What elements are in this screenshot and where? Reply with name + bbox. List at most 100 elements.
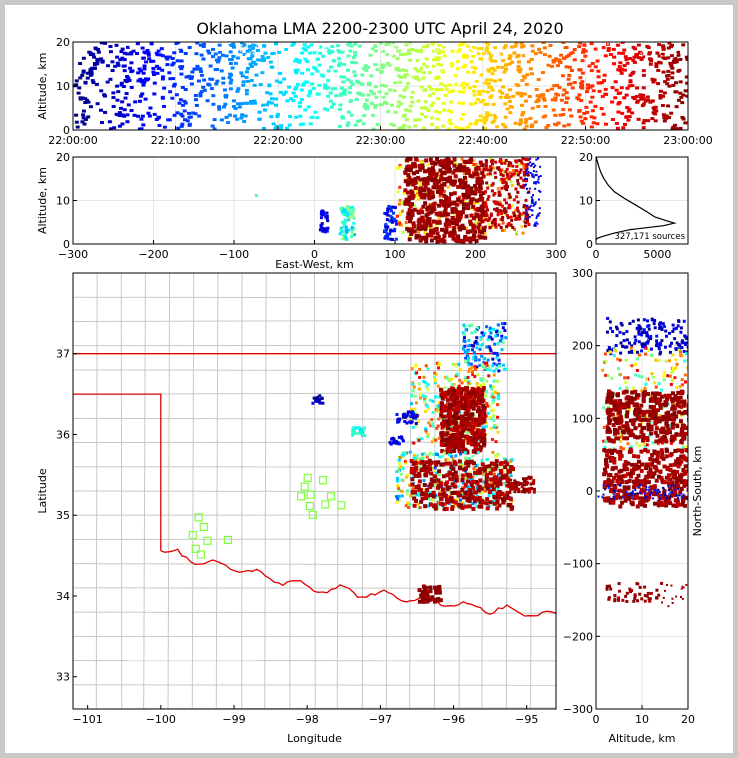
source-point (427, 221, 432, 226)
source-point (572, 81, 577, 85)
source-point (479, 383, 483, 387)
source-point (457, 465, 462, 470)
source-point (422, 375, 426, 379)
source-point (525, 178, 528, 181)
source-point (459, 391, 464, 396)
source-point (475, 433, 480, 438)
source-point (171, 61, 176, 65)
source-point (421, 488, 425, 492)
source-point (389, 122, 394, 126)
source-point (433, 225, 437, 229)
source-point (416, 420, 420, 424)
source-point (405, 492, 409, 496)
source-point (383, 84, 388, 88)
source-point (341, 210, 345, 214)
source-point (429, 104, 434, 108)
source-point (347, 208, 351, 212)
source-point (504, 336, 508, 340)
source-point (530, 106, 535, 110)
source-point (414, 157, 419, 162)
source-point (244, 70, 249, 74)
source-point (491, 162, 495, 166)
gap-mark (186, 42, 189, 44)
source-point (496, 323, 500, 327)
source-point (623, 55, 628, 59)
source-point (294, 57, 299, 61)
source-point (479, 204, 484, 209)
source-point (464, 195, 469, 200)
source-point (634, 53, 639, 57)
source-point (654, 385, 658, 389)
source-point (680, 346, 684, 350)
gap-mark (570, 48, 573, 50)
source-point (458, 378, 462, 382)
source-point (396, 497, 400, 501)
source-point (330, 45, 335, 49)
source-point (530, 123, 535, 127)
source-point (452, 460, 457, 465)
source-point (681, 403, 686, 408)
gap-mark (195, 49, 198, 51)
source-point (630, 111, 635, 115)
source-point (391, 54, 396, 58)
source-point (681, 445, 685, 449)
source-point (535, 94, 540, 98)
source-point (606, 47, 611, 51)
source-point (614, 88, 619, 92)
source-point (664, 329, 668, 333)
source-point (406, 180, 411, 185)
source-point (508, 497, 513, 502)
source-point (650, 391, 655, 396)
source-point (629, 346, 633, 350)
source-point (118, 111, 123, 115)
source-point (435, 485, 440, 490)
source-point (247, 48, 252, 52)
source-point (379, 102, 384, 106)
source-point (528, 489, 532, 493)
source-point (686, 412, 688, 417)
source-point (467, 381, 471, 385)
source-point (448, 225, 452, 229)
source-point (661, 441, 665, 445)
source-point (217, 105, 222, 109)
source-point (527, 170, 530, 173)
source-point (431, 92, 436, 96)
source-point (472, 70, 477, 74)
source-point (530, 44, 535, 48)
source-point (508, 195, 512, 199)
source-point (474, 121, 479, 125)
source-point (507, 203, 511, 207)
source-point (457, 195, 461, 199)
source-point (462, 172, 466, 176)
source-point (442, 199, 447, 204)
source-point (568, 82, 573, 86)
source-point (463, 451, 467, 455)
source-point (462, 332, 466, 336)
source-point (415, 401, 419, 405)
source-point (331, 102, 336, 106)
source-point (399, 53, 404, 57)
source-point (521, 74, 526, 78)
source-point (498, 95, 503, 99)
source-point (582, 111, 587, 115)
source-point (168, 90, 173, 94)
source-point (495, 125, 500, 129)
source-point (401, 451, 405, 455)
source-point (431, 172, 436, 177)
source-point (602, 439, 606, 443)
source-point (533, 223, 536, 226)
source-point (348, 86, 353, 90)
source-point (632, 386, 636, 390)
source-point (504, 67, 509, 71)
gap-mark (593, 50, 596, 53)
source-point (74, 113, 79, 117)
source-point (413, 176, 418, 181)
source-point (655, 344, 659, 348)
source-point (655, 408, 660, 413)
source-point (424, 460, 429, 465)
source-point (400, 489, 404, 493)
source-point (404, 225, 408, 229)
source-point (493, 191, 497, 195)
source-point (511, 485, 516, 490)
source-point (488, 471, 493, 476)
